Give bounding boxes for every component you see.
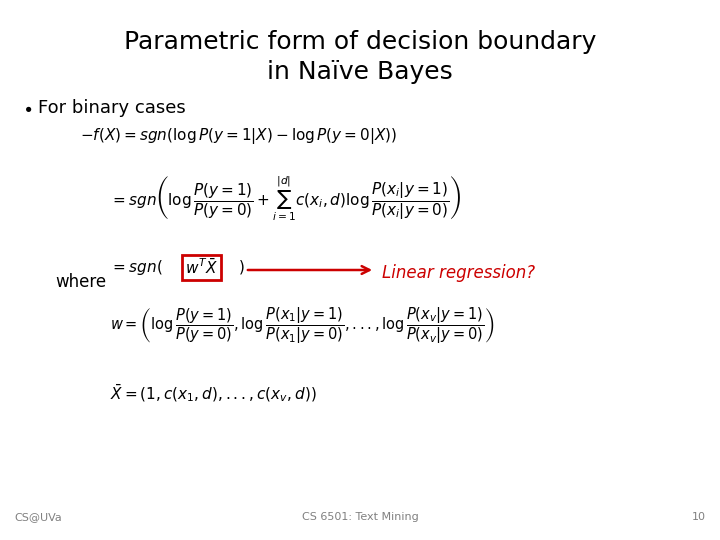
Text: $= sgn($: $= sgn($ — [110, 258, 163, 277]
Text: CS@UVa: CS@UVa — [14, 512, 62, 522]
Text: in Naïve Bayes: in Naïve Bayes — [267, 60, 453, 84]
Text: where: where — [55, 273, 106, 291]
Text: $= sgn\left(\log\dfrac{P(y=1)}{P(y=0)} + \sum_{i=1}^{|d|} c(x_i, d)\log\dfrac{P(: $= sgn\left(\log\dfrac{P(y=1)}{P(y=0)} +… — [110, 175, 462, 224]
Text: $\bar{X} = (1, c(x_1, d), ..., c(x_v, d))$: $\bar{X} = (1, c(x_1, d), ..., c(x_v, d)… — [110, 382, 317, 403]
Text: $)$: $)$ — [238, 258, 245, 276]
Text: Linear regression?: Linear regression? — [382, 264, 535, 282]
Text: $\bullet$: $\bullet$ — [22, 99, 32, 117]
Text: For binary cases: For binary cases — [38, 99, 186, 117]
Text: $w = \left(\log\dfrac{P(y=1)}{P(y=0)}, \log\dfrac{P(x_1|y=1)}{P(x_1|y=0)}, ..., : $w = \left(\log\dfrac{P(y=1)}{P(y=0)}, \… — [110, 305, 495, 346]
Text: 10: 10 — [692, 512, 706, 522]
Text: CS 6501: Text Mining: CS 6501: Text Mining — [302, 512, 418, 522]
Text: $-f(X) = sgn(\log P(y=1|X) - \log P(y=0|X))$: $-f(X) = sgn(\log P(y=1|X) - \log P(y=0|… — [80, 126, 397, 146]
Text: $w^T\bar{X}$: $w^T\bar{X}$ — [185, 258, 218, 277]
Text: Parametric form of decision boundary: Parametric form of decision boundary — [124, 30, 596, 54]
